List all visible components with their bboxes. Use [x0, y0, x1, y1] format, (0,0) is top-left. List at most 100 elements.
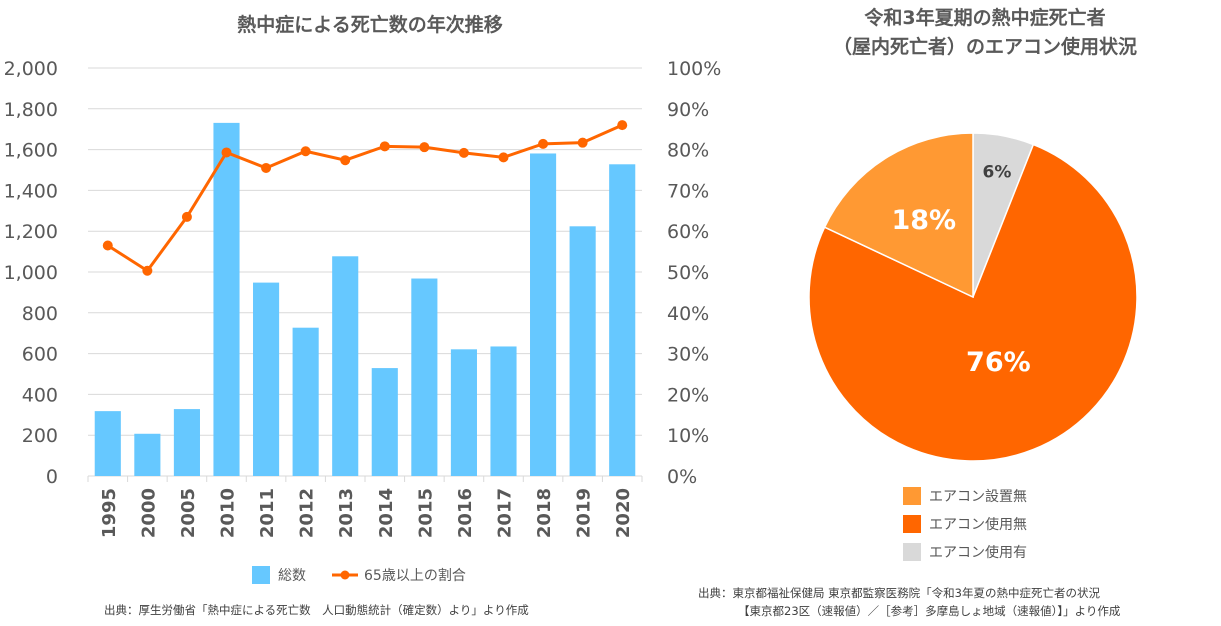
bar-2011: [253, 282, 280, 476]
y-right-tick-label: 70%: [667, 180, 709, 202]
ratio-point-2005: [181, 211, 192, 222]
ratio-point-2018: [538, 138, 549, 149]
x-tick-label: 2015: [415, 488, 436, 538]
legend-label-no-ac: エアコン設置無: [929, 489, 1027, 505]
pie-legend: エアコン設置無 エアコン使用無 エアコン使用有: [903, 482, 1027, 566]
right-axis-ticks: 0% 10% 20% 30% 40% 50% 60% 70% 80% 90% 100%: [667, 58, 721, 488]
bar-2019: [569, 226, 596, 476]
right-source-line2: 【東京都23区（速報値）／［参考］多摩島しょ地域（速報値）】」より作成: [738, 604, 1121, 618]
x-tick-label: 2011: [257, 488, 278, 538]
right-title-line1: 令和3年夏期の熱中症死亡者: [864, 7, 1106, 29]
y-left-tick-label: 600: [22, 344, 58, 366]
y-left-tick-label: 1,200: [4, 221, 58, 243]
y-left-tick-label: 200: [22, 425, 58, 447]
legend-label-ratio: 65歳以上の割合: [364, 568, 466, 584]
y-right-tick-label: 50%: [667, 262, 709, 284]
pie-legend-item: エアコン使用無: [903, 510, 1027, 538]
x-tick-label: 2000: [138, 488, 159, 538]
x-axis-ticks: 1995 2000 2005 2010 2011 2012 2013 2014 2015 2016…: [99, 488, 634, 538]
left-legend: 総数 65歳以上の割合: [252, 565, 466, 585]
x-tick-label: 2005: [178, 488, 199, 538]
ratio-line: [106, 123, 623, 273]
pie-label-0: 6%: [983, 162, 1012, 182]
bar-2018: [530, 153, 557, 476]
ratio-point-2020: [617, 120, 628, 131]
y-left-tick-label: 1,400: [4, 180, 58, 202]
pie-legend-item: エアコン使用有: [903, 538, 1027, 566]
legend-label-total: 総数: [278, 568, 306, 584]
bar-2020: [609, 164, 636, 476]
y-right-tick-label: 10%: [667, 425, 709, 447]
legend-swatch-total: [252, 566, 270, 584]
gridlines: [87, 67, 643, 482]
bar-2005: [173, 409, 200, 476]
ratio-point-2011: [261, 162, 272, 173]
x-tick-label: 2013: [336, 488, 357, 538]
y-left-tick-label: 400: [22, 384, 58, 406]
bar-2013: [332, 256, 359, 476]
ratio-point-2013: [340, 155, 351, 166]
bar-1995: [94, 411, 121, 476]
x-tick-label: 2012: [297, 488, 318, 538]
left-chart-title: 熱中症による死亡数の年次推移: [237, 14, 503, 36]
ratio-point-2019: [577, 137, 588, 148]
y-right-tick-label: 80%: [667, 140, 709, 162]
pie-label-1: 76%: [966, 347, 1031, 378]
x-tick-label: 2010: [218, 488, 239, 538]
x-tick-label: 2019: [574, 488, 595, 538]
y-left-tick-label: 0: [46, 466, 58, 488]
legend-label-ac-unused: エアコン使用無: [929, 517, 1027, 533]
ratio-point-2015: [419, 142, 430, 153]
legend-swatch-ac-used: [903, 543, 921, 561]
pie-legend-item: エアコン設置無: [903, 482, 1027, 510]
legend-swatch-no-ac: [903, 487, 921, 505]
ratio-point-2014: [379, 141, 390, 152]
x-tick-label: 2016: [455, 488, 476, 538]
pie-slice-1: [808, 143, 1138, 462]
left-axis-ticks: 0 200 400 600 800 1,000 1,200 1,400 1,600 1,800 2,…: [4, 58, 58, 488]
x-tick-label: 2014: [376, 488, 397, 538]
ratio-point-2017: [498, 152, 509, 163]
y-right-tick-label: 40%: [667, 303, 709, 325]
line-series: [102, 120, 628, 276]
bar-2015: [411, 278, 438, 476]
bar-series: [94, 122, 636, 476]
ratio-point-2016: [458, 147, 469, 158]
y-left-tick-label: 1,600: [4, 140, 58, 162]
ratio-point-2000: [142, 265, 153, 276]
y-right-tick-label: 0%: [667, 466, 697, 488]
x-tick-label: 2018: [534, 488, 555, 538]
y-left-tick-label: 1,000: [4, 262, 58, 284]
bar-2014: [371, 368, 398, 476]
y-right-tick-label: 60%: [667, 221, 709, 243]
legend-swatch-ac-unused: [903, 515, 921, 533]
ratio-point-1995: [102, 240, 113, 251]
bar-2012: [292, 327, 319, 476]
pie-slice-2: [823, 132, 974, 299]
y-left-tick-label: 2,000: [4, 58, 58, 80]
bar-2017: [490, 346, 517, 476]
y-right-tick-label: 90%: [667, 99, 709, 121]
ratio-point-2010: [221, 147, 232, 158]
pie-label-2: 18%: [891, 205, 956, 236]
y-left-tick-label: 1,800: [4, 99, 58, 121]
ratio-point-2012: [300, 146, 311, 157]
x-tick-label: 1995: [99, 488, 120, 538]
right-chart-title: 令和3年夏期の熱中症死亡者 （屋内死亡者）のエアコン使用状況: [760, 4, 1210, 62]
right-source-line1: 出典：東京都福祉保健局 東京都監察医務院「令和3年夏の熱中症死亡者の状況: [698, 586, 1100, 600]
bar-2016: [450, 349, 477, 476]
y-right-tick-label: 20%: [667, 384, 709, 406]
right-title-line2: （屋内死亡者）のエアコン使用状況: [832, 36, 1137, 58]
y-left-tick-label: 800: [22, 303, 58, 325]
bar-2010: [213, 122, 240, 476]
x-tick-label: 2017: [495, 488, 516, 538]
legend-label-ac-used: エアコン使用有: [929, 545, 1027, 561]
left-source: 出典：厚生労働省「熱中症による死亡数 人口動態統計（確定数）より」より作成: [104, 603, 529, 617]
x-tick-label: 2020: [613, 488, 634, 538]
legend-line-marker-icon: [332, 570, 358, 580]
y-right-tick-label: 100%: [667, 58, 721, 80]
y-right-tick-label: 30%: [667, 344, 709, 366]
pie-chart: 6% 76% 18%: [808, 132, 1138, 462]
bar-2000: [134, 433, 161, 476]
